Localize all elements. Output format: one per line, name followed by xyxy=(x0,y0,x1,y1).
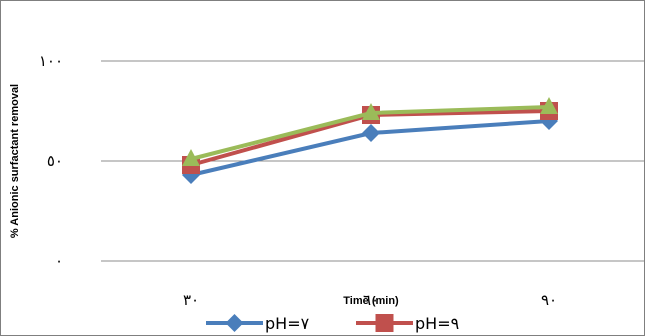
y-tick-label: ٥٠ xyxy=(47,152,63,170)
series-group xyxy=(182,97,558,184)
triangle-marker xyxy=(540,97,558,114)
legend-label: pH=٧ xyxy=(265,314,310,333)
y-axis-title: % Anionic surfactant removal xyxy=(9,84,21,238)
diamond-marker xyxy=(225,314,244,332)
x-tick-labels: ٣٠ ٦٠ ٩٠ xyxy=(183,291,557,309)
triangle-marker xyxy=(182,149,200,166)
square-marker xyxy=(375,314,394,332)
x-axis-title: Time (min) xyxy=(343,295,399,307)
legend: pH=٧ pH=٩ xyxy=(206,314,459,333)
triangle-marker xyxy=(362,103,380,120)
x-tick-label: ٦٠ xyxy=(363,291,379,309)
x-tick-label: ٣٠ xyxy=(183,291,199,309)
y-tick-labels: ٠ ٥٠ ١٠٠ xyxy=(39,52,63,270)
x-tick-label: ٩٠ xyxy=(541,291,557,309)
y-tick-label: ١٠٠ xyxy=(39,52,63,70)
y-tick-label: ٠ xyxy=(55,252,63,270)
legend-label: pH=٩ xyxy=(415,314,459,333)
diamond-marker xyxy=(362,124,380,142)
